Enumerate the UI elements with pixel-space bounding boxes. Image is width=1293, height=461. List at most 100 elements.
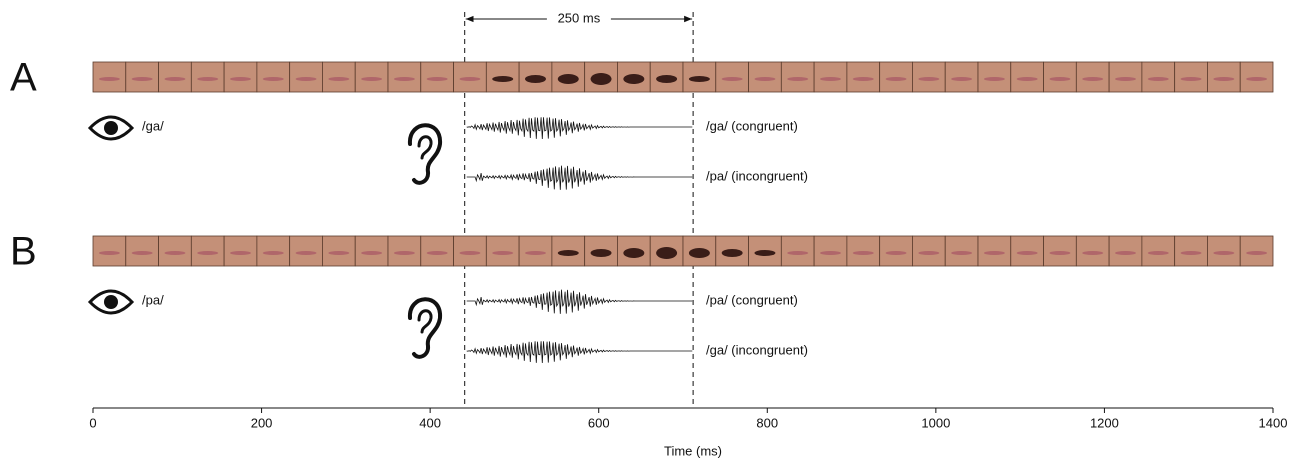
mouth xyxy=(131,77,153,81)
video-frame xyxy=(846,61,881,93)
mouth xyxy=(131,251,153,255)
mouth xyxy=(951,251,973,255)
mouth xyxy=(230,77,251,81)
video-frame xyxy=(1075,61,1110,93)
mouth xyxy=(393,251,415,255)
waveform xyxy=(466,117,693,140)
mouth xyxy=(623,74,645,84)
mouth xyxy=(1082,251,1104,255)
mouth xyxy=(590,73,612,85)
mouth xyxy=(951,77,973,81)
eye-icon xyxy=(87,289,135,315)
video-frame xyxy=(748,235,782,267)
mouth xyxy=(820,251,841,255)
mouth xyxy=(164,77,186,81)
mouth xyxy=(1147,77,1169,81)
video-frame xyxy=(1010,61,1044,93)
ear-icon xyxy=(417,135,433,160)
visual-label: /pa/ xyxy=(142,292,164,307)
mouth xyxy=(262,77,284,81)
ear-icon xyxy=(407,297,443,359)
video-frame xyxy=(1075,235,1110,267)
audio-label: /pa/ (congruent) xyxy=(706,292,798,307)
tick-label: 1000 xyxy=(921,415,950,430)
video-frame xyxy=(649,235,684,267)
mouth xyxy=(852,251,874,255)
ear-icon xyxy=(407,123,443,185)
mouth xyxy=(1246,251,1268,255)
audio-label: /ga/ (incongruent) xyxy=(706,342,808,357)
mouth xyxy=(852,77,874,81)
video-frame xyxy=(453,61,487,93)
mouth xyxy=(459,251,481,255)
mouth xyxy=(787,251,809,255)
mouth xyxy=(787,77,809,81)
tick-label: 0 xyxy=(89,415,96,430)
mouth xyxy=(492,76,514,82)
mouth xyxy=(557,74,579,84)
mouth xyxy=(262,251,284,255)
mouth xyxy=(230,251,251,255)
video-frame xyxy=(289,235,323,267)
mouth xyxy=(492,251,514,255)
pupil xyxy=(104,121,118,135)
mouth xyxy=(885,251,907,255)
mouth xyxy=(1246,77,1268,81)
mouth xyxy=(983,251,1005,255)
mouth xyxy=(557,250,579,256)
mouth xyxy=(590,249,612,257)
visual-label: /ga/ xyxy=(142,118,164,133)
mouth xyxy=(328,77,350,81)
mouth xyxy=(1213,251,1235,255)
mouth xyxy=(197,77,219,81)
mouth xyxy=(721,249,743,257)
pupil xyxy=(104,295,118,309)
mouth xyxy=(295,251,317,255)
audio-label: /ga/ (congruent) xyxy=(706,118,798,133)
panel-letter: A xyxy=(10,56,37,100)
mouth xyxy=(918,251,940,255)
mouth xyxy=(426,77,448,81)
video-frame xyxy=(322,61,356,93)
mouth xyxy=(328,251,350,255)
mouth xyxy=(98,77,120,81)
mouth xyxy=(1147,251,1169,255)
waveform xyxy=(466,289,693,314)
video-frame xyxy=(912,61,946,93)
tick-label: 400 xyxy=(419,415,441,430)
ear-icon xyxy=(417,309,433,334)
tick-label: 1200 xyxy=(1090,415,1119,430)
mouth xyxy=(983,77,1005,81)
mouth xyxy=(295,77,317,81)
mouth xyxy=(656,75,678,83)
video-frame xyxy=(92,235,127,267)
tick-label: 800 xyxy=(756,415,778,430)
waveform xyxy=(466,165,693,190)
mouth xyxy=(721,77,743,81)
mouth xyxy=(918,77,940,81)
mouth xyxy=(525,75,546,83)
mouth xyxy=(197,251,219,255)
tick-label: 200 xyxy=(251,415,273,430)
mouth xyxy=(754,77,776,81)
mouth xyxy=(98,251,120,255)
waveform xyxy=(466,341,693,364)
video-frame xyxy=(912,235,946,267)
mouth xyxy=(885,77,907,81)
panel-letter: B xyxy=(10,230,37,274)
mouth xyxy=(1115,251,1136,255)
mouth xyxy=(688,248,710,258)
video-frame xyxy=(485,61,520,93)
video-frame xyxy=(944,61,979,93)
mouth xyxy=(688,76,710,82)
video-frame xyxy=(453,235,487,267)
mouth xyxy=(426,251,448,255)
mouth xyxy=(1049,251,1071,255)
mouth xyxy=(1082,77,1104,81)
tick-label: 600 xyxy=(588,415,610,430)
mouth xyxy=(1180,77,1202,81)
mouth xyxy=(1049,77,1071,81)
mouth xyxy=(361,251,383,255)
window-label: 250 ms xyxy=(558,10,601,25)
video-frame xyxy=(879,61,913,93)
